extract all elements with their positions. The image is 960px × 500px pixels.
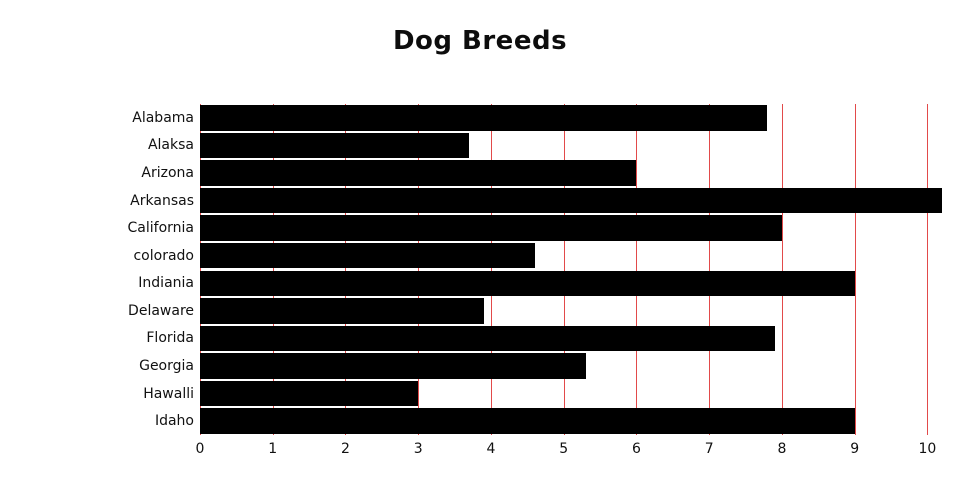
y-label-arkansas: Arkansas xyxy=(130,192,194,209)
x-tick-8: 8 xyxy=(777,441,787,457)
x-tick-4: 4 xyxy=(486,441,496,457)
y-label-alabama: Alabama xyxy=(132,109,194,126)
gridline-x-7 xyxy=(709,104,711,435)
x-tick-9: 9 xyxy=(850,441,860,457)
gridline-x-2 xyxy=(345,104,347,435)
gridline-x-0 xyxy=(200,104,201,435)
bar-arizona xyxy=(200,160,637,186)
gridline-x-9 xyxy=(854,104,856,435)
bar-arkansas xyxy=(200,187,942,214)
chart-title: Dog Breeds xyxy=(392,26,568,56)
y-label-colorado: colorado xyxy=(133,247,194,264)
bar-alabama xyxy=(200,105,768,131)
y-label-delaware: Delaware xyxy=(128,302,194,319)
bar-indiania xyxy=(200,270,855,297)
y-label-indiania: Indiania xyxy=(138,275,194,292)
bar-hawalli xyxy=(200,380,419,407)
gridline-x-8 xyxy=(781,104,783,435)
x-tick-5: 5 xyxy=(559,441,569,457)
bar-alaksa xyxy=(200,132,470,159)
x-tick-3: 3 xyxy=(413,441,423,457)
gridline-x-1 xyxy=(272,104,274,435)
gridline-x-10 xyxy=(927,104,929,435)
plot-area xyxy=(200,104,942,435)
bar-delaware xyxy=(200,298,484,324)
gridline-x-3 xyxy=(418,104,420,435)
x-tick-1: 1 xyxy=(268,441,278,457)
y-label-georgia: Georgia xyxy=(139,358,194,375)
gridline-x-6 xyxy=(636,104,638,435)
y-label-idaho: Idaho xyxy=(154,413,194,430)
gridline-x-5 xyxy=(563,104,565,435)
x-tick-10: 10 xyxy=(918,441,937,457)
y-label-florida: Florida xyxy=(146,330,194,347)
bar-california xyxy=(200,215,782,241)
bar-florida xyxy=(200,325,775,352)
x-tick-0: 0 xyxy=(195,441,205,457)
y-label-hawalli: Hawalli xyxy=(143,385,194,402)
x-tick-7: 7 xyxy=(704,441,714,457)
bar-idaho xyxy=(200,408,855,434)
x-tick-6: 6 xyxy=(632,441,641,457)
y-label-california: California xyxy=(127,220,194,237)
bar-georgia xyxy=(200,353,586,379)
y-label-alaksa: Alaksa xyxy=(147,137,194,154)
gridline-x-4 xyxy=(490,104,492,435)
bar-colorado xyxy=(200,242,535,269)
y-label-arizona: Arizona xyxy=(141,164,194,181)
x-tick-2: 2 xyxy=(341,441,350,457)
